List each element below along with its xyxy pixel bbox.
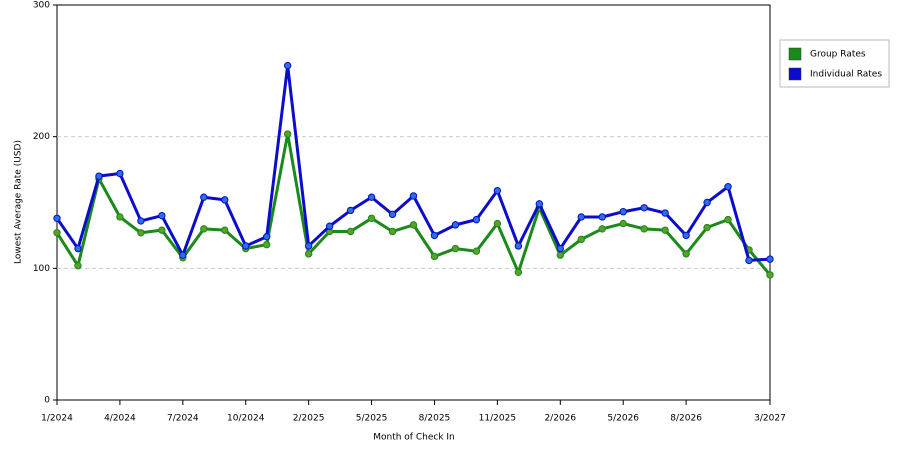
plot-area [56,4,771,401]
data-point [556,251,564,259]
data-point [577,235,585,244]
data-point [283,61,292,70]
x-tick-label: 10/2024 [227,414,265,424]
data-point [430,252,439,261]
data-point [74,262,82,270]
x-tick-label: 4/2024 [104,414,136,424]
data-point [514,268,523,276]
data-point [221,196,229,204]
legend-label: Individual Rates [810,70,882,80]
data-point [703,223,711,232]
data-point [116,169,124,178]
data-point [200,225,208,233]
data-point [724,215,732,224]
data-point [556,244,564,253]
data-point [472,215,481,224]
data-point [388,227,397,236]
legend-swatch [788,67,802,81]
data-point [745,256,753,265]
data-point [53,214,61,223]
data-point [766,255,774,263]
data-point [137,229,145,237]
data-point [661,226,669,234]
x-tick-label: 2/2026 [544,414,576,424]
data-point [598,225,606,233]
data-point [200,193,208,201]
data-point [430,231,439,240]
data-point [640,204,648,212]
x-tick-label: 2/2025 [293,414,325,424]
data-point [221,226,229,234]
x-tick-label: 5/2025 [356,414,388,424]
data-point [472,247,481,255]
data-point [367,214,376,223]
data-point [346,227,355,236]
data-point [95,172,103,180]
data-point [766,271,774,279]
data-point [451,244,460,253]
x-tick-label: 11/2025 [479,414,516,424]
x-axis-label: Month of Check In [373,433,455,443]
data-point [263,233,271,241]
data-point [346,206,355,215]
data-point [493,219,502,228]
data-point [304,242,313,250]
data-point [388,210,397,219]
y-tick-label: 0 [44,396,50,406]
data-point [325,222,334,230]
data-point [451,221,460,229]
data-point [514,242,523,250]
data-point [619,219,627,228]
data-point [640,225,648,233]
x-tick-label: 7/2024 [167,414,199,424]
data-point [682,250,690,258]
data-point [577,213,585,221]
data-point [53,229,61,237]
data-point [179,251,187,259]
y-tick-label: 100 [33,264,50,274]
data-point [263,240,271,249]
x-tick-label: 8/2026 [670,414,702,424]
data-point [158,226,166,234]
data-point [116,213,124,221]
y-tick-label: 300 [33,1,50,11]
data-point [682,231,690,240]
x-tick-label: 1/2024 [41,414,73,424]
data-point [724,183,732,191]
data-point [158,211,166,220]
data-point [242,242,250,250]
data-point [619,208,627,216]
legend-swatch [788,47,802,61]
y-axis-label: Lowest Average Rate (USD) [14,140,24,264]
data-point [283,130,292,138]
x-tick-label: 3/2027 [754,414,786,424]
data-point [74,244,82,253]
data-point [535,200,544,208]
x-tick-label: 5/2026 [607,414,639,424]
data-point [304,250,313,258]
data-point [661,209,669,217]
data-point [409,221,418,229]
data-point [409,192,418,200]
y-tick-label: 200 [33,132,50,142]
legend-label: Group Rates [810,50,866,60]
data-point [598,213,606,221]
data-point [367,193,376,201]
x-tick-label: 8/2025 [419,414,451,424]
data-point [493,186,502,195]
data-point [703,198,711,207]
data-point [137,217,145,225]
